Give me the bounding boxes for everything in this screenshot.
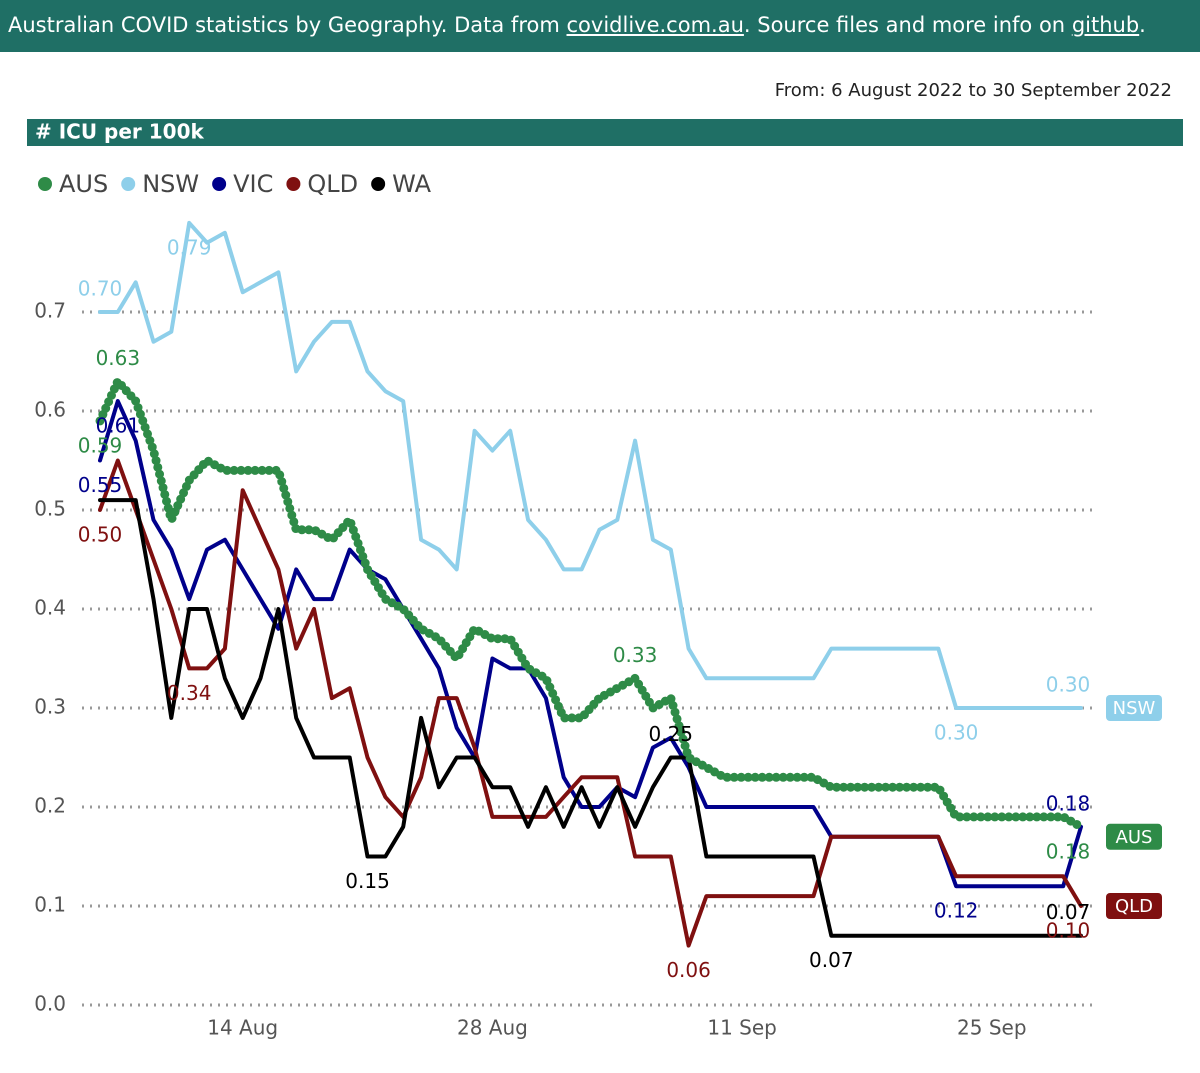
date-range: From: 6 August 2022 to 30 September 2022 (775, 80, 1172, 101)
legend-swatch (286, 177, 301, 191)
data-label: 0.33 (613, 643, 658, 667)
header-text: . (1139, 13, 1146, 37)
end-tag-label: AUS (1116, 827, 1153, 848)
data-label: 0.70 (78, 277, 123, 301)
data-label: 0.30 (934, 721, 979, 745)
header-text: Australian COVID statistics by Geography… (8, 13, 560, 37)
chart-title: # ICU per 100k (35, 120, 204, 144)
link[interactable]: covidlive.com.au (566, 13, 744, 37)
legend-label: NSW (142, 170, 199, 198)
legend-label: VIC (233, 170, 273, 198)
legend-label: QLD (307, 170, 358, 198)
data-label: 0.30 (1046, 673, 1091, 697)
end-tag-label: NSW (1113, 698, 1156, 719)
series-line (98, 220, 1083, 710)
data-label: 0.07 (1046, 900, 1091, 924)
data-label: 0.25 (648, 722, 693, 746)
end-tag (1106, 893, 1162, 919)
y-tick-label: 0.6 (34, 398, 66, 422)
data-label: 0.06 (666, 958, 711, 982)
data-label: 0.50 (78, 523, 123, 547)
data-label: 0.18 (1046, 839, 1091, 863)
y-tick-label: 0.5 (34, 497, 66, 521)
panel-bar (27, 119, 1183, 146)
end-tag (1106, 823, 1162, 850)
data-label: 0.59 (78, 433, 123, 457)
end-tag-label: QLD (1115, 896, 1153, 917)
data-label: 0.63 (96, 346, 141, 370)
data-label: 0.34 (167, 681, 212, 705)
x-tick-label: 25 Sep (957, 1016, 1027, 1040)
data-label: 0.79 (167, 235, 212, 259)
end-tag (1106, 695, 1162, 721)
data-label: 0.55 (78, 473, 123, 497)
legend-swatch (121, 177, 136, 191)
data-label: 0.10 (1046, 919, 1091, 943)
x-tick-label: 14 Aug (207, 1016, 278, 1040)
y-tick-label: 0.4 (34, 596, 66, 620)
x-tick-label: 11 Sep (707, 1016, 777, 1040)
y-tick-label: 0.0 (34, 992, 66, 1016)
legend-swatch (371, 177, 386, 191)
series-line (95, 376, 1086, 832)
data-label: 0.15 (345, 869, 390, 893)
series-line (98, 458, 1083, 948)
y-tick-label: 0.7 (34, 299, 66, 323)
legend-swatch (212, 177, 227, 191)
link[interactable]: github (1071, 13, 1140, 37)
series-line (98, 498, 1083, 938)
header-text: . Source files and more info on (743, 13, 1066, 37)
data-label: 0.18 (1046, 791, 1091, 815)
header: Australian COVID statistics by Geography… (0, 0, 1200, 52)
legend-label: AUS (59, 170, 108, 198)
data-label: 0.07 (809, 948, 854, 972)
y-tick-label: 0.1 (34, 893, 66, 917)
legend-label: WA (392, 170, 431, 198)
y-tick-label: 0.2 (34, 794, 66, 818)
legend-swatch (38, 177, 52, 191)
data-label: 0.12 (934, 899, 979, 923)
y-tick-label: 0.3 (34, 695, 66, 719)
data-label: 0.61 (96, 414, 141, 438)
x-tick-label: 28 Aug (457, 1016, 528, 1040)
